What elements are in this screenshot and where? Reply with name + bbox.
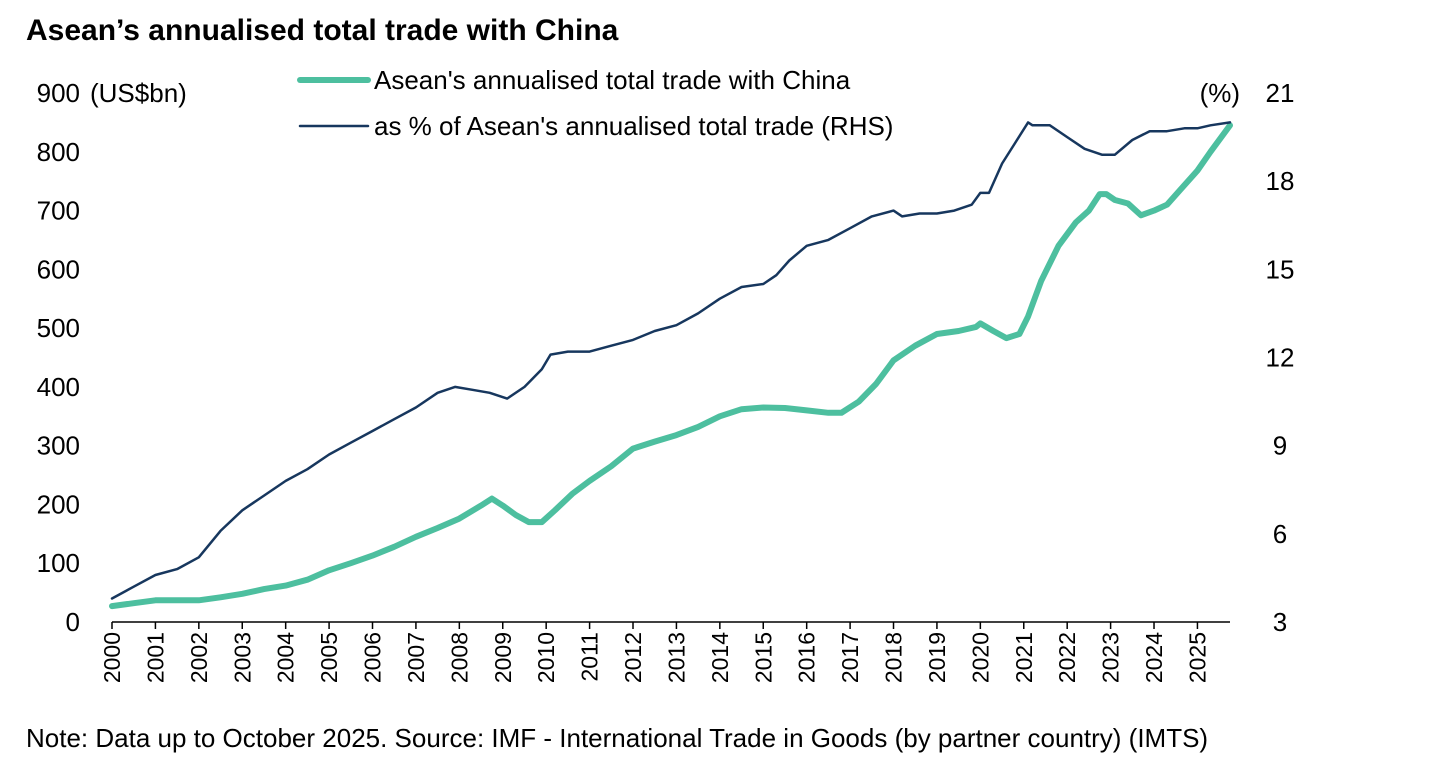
x-tick-label: 2023 bbox=[1098, 632, 1124, 683]
y-left-tick-label: 800 bbox=[37, 137, 80, 167]
y-left-tick-label: 200 bbox=[37, 489, 80, 519]
x-tick-label: 2013 bbox=[663, 632, 689, 683]
x-tick-label: 2003 bbox=[229, 632, 255, 683]
source-note: Note: Data up to October 2025. Source: I… bbox=[26, 723, 1209, 753]
y-right-tick-label: 12 bbox=[1266, 343, 1295, 373]
x-tick-label: 2020 bbox=[967, 632, 993, 683]
x-tick-label: 2001 bbox=[142, 632, 168, 683]
chart-canvas: 2000 2001 2002 2003 2004 2005 2006 2007 2008 2009… bbox=[37, 65, 1295, 683]
x-tick-label: 2010 bbox=[533, 632, 559, 683]
x-tick-label: 2000 bbox=[99, 632, 125, 683]
y-right-unit-label: (%) bbox=[1200, 78, 1240, 108]
x-tick-label: 2008 bbox=[446, 632, 472, 683]
x-tick-label: 2011 bbox=[577, 632, 603, 681]
y-right-tick-label: 18 bbox=[1266, 166, 1295, 196]
x-tick-label: 2009 bbox=[490, 632, 516, 683]
x-tick-label: 2018 bbox=[881, 632, 907, 683]
y-right-tick-label: 15 bbox=[1266, 254, 1295, 284]
y-left-tick-label: 0 bbox=[66, 607, 80, 637]
x-tick-label: 2016 bbox=[794, 632, 820, 683]
y-right-tick-label: 21 bbox=[1266, 78, 1295, 108]
series-line-trade-share bbox=[110, 121, 1232, 600]
y-right-tick-label: 9 bbox=[1273, 431, 1287, 461]
y-left-tick-label: 900 bbox=[37, 78, 80, 108]
y-axis-right: 3 6 9 12 15 18 21 (%) bbox=[1200, 78, 1295, 637]
legend-label: Asean's annualised total trade with Chin… bbox=[374, 65, 851, 95]
y-right-tick-label: 3 bbox=[1273, 607, 1287, 637]
series-line-trade-value bbox=[109, 122, 1233, 610]
x-tick-label: 2022 bbox=[1054, 632, 1080, 683]
y-left-tick-label: 300 bbox=[37, 431, 80, 461]
x-tick-label: 2025 bbox=[1184, 632, 1210, 683]
x-tick-label: 2004 bbox=[273, 632, 299, 683]
x-tick-label: 2005 bbox=[316, 632, 342, 683]
x-tick-label: 2014 bbox=[707, 632, 733, 683]
y-left-tick-label: 400 bbox=[37, 372, 80, 402]
y-left-tick-label: 700 bbox=[37, 196, 80, 226]
y-axis-left: 0 100 200 300 400 500 600 700 800 900 (US$bn) bbox=[37, 78, 187, 637]
x-tick-label: 2015 bbox=[750, 632, 776, 683]
legend: Asean's annualised total trade with Chin… bbox=[297, 65, 893, 141]
x-tick-label: 2012 bbox=[620, 632, 646, 683]
series-layer bbox=[109, 121, 1233, 610]
x-tick-label: 2007 bbox=[403, 632, 429, 683]
y-right-tick-label: 6 bbox=[1273, 519, 1287, 549]
legend-label: as % of Asean's annualised total trade (… bbox=[374, 111, 893, 141]
x-tick-label: 2017 bbox=[837, 632, 863, 683]
x-tick-label: 2019 bbox=[924, 632, 950, 683]
x-tick-label: 2021 bbox=[1011, 632, 1037, 683]
x-axis: 2000 2001 2002 2003 2004 2005 2006 2007 2008 2009… bbox=[99, 621, 1230, 683]
x-tick-label: 2024 bbox=[1141, 632, 1167, 683]
y-left-unit-label: (US$bn) bbox=[90, 78, 187, 108]
y-left-tick-label: 500 bbox=[37, 313, 80, 343]
chart-title: Asean’s annualised total trade with Chin… bbox=[26, 14, 619, 47]
x-tick-label: 2002 bbox=[186, 632, 212, 683]
y-left-tick-label: 100 bbox=[37, 548, 80, 578]
x-tick-label: 2006 bbox=[360, 632, 386, 683]
y-left-tick-label: 600 bbox=[37, 254, 80, 284]
